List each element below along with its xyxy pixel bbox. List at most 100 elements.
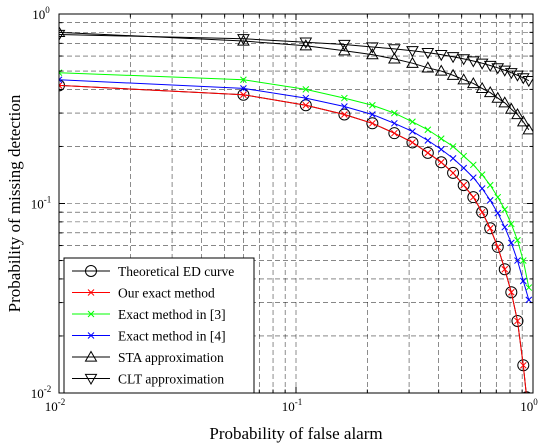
data-point bbox=[59, 25, 66, 37]
data-point bbox=[338, 108, 351, 121]
marker-stroke bbox=[525, 284, 533, 291]
marker-stroke bbox=[460, 152, 468, 160]
marker-stroke bbox=[390, 129, 398, 137]
x-tick-label: 100 bbox=[520, 397, 538, 414]
data-point bbox=[514, 236, 521, 244]
marker-stroke bbox=[369, 111, 376, 118]
data-point bbox=[446, 52, 460, 64]
marker-stroke bbox=[390, 119, 398, 127]
marker-stroke bbox=[424, 149, 432, 157]
series-4 bbox=[59, 25, 533, 135]
legend-marker bbox=[87, 332, 95, 339]
data-point bbox=[505, 286, 518, 299]
marker-stroke bbox=[341, 103, 348, 110]
marker-stroke bbox=[87, 310, 95, 318]
data-point bbox=[467, 191, 480, 204]
data-point bbox=[522, 123, 533, 135]
data-point bbox=[511, 107, 524, 120]
data-point bbox=[421, 146, 434, 159]
data-point bbox=[434, 64, 448, 76]
marker-stroke bbox=[437, 146, 445, 153]
data-point bbox=[475, 58, 489, 70]
data-point bbox=[237, 34, 250, 46]
marker-stroke bbox=[519, 257, 527, 264]
data-point bbox=[491, 91, 505, 103]
legend-entry: Exact method in [4] bbox=[72, 329, 226, 344]
marker-stroke bbox=[240, 85, 247, 92]
data-point bbox=[449, 143, 457, 150]
marker-stroke bbox=[240, 91, 247, 99]
series-2 bbox=[59, 69, 533, 291]
legend-label: Exact method in [4] bbox=[118, 329, 226, 344]
series-5 bbox=[59, 29, 533, 88]
marker-stroke bbox=[240, 76, 247, 84]
data-point bbox=[501, 223, 509, 231]
marker-stroke bbox=[469, 174, 477, 181]
legend-entry: CLT approximation bbox=[72, 372, 224, 387]
marker-stroke bbox=[494, 209, 502, 217]
legend-box bbox=[63, 257, 255, 394]
data-point bbox=[59, 82, 63, 89]
marker-stroke bbox=[302, 101, 310, 109]
legend-marker bbox=[84, 373, 98, 386]
legend-marker bbox=[87, 289, 95, 296]
y-tick-label: 100 bbox=[32, 5, 50, 22]
series-layer bbox=[59, 25, 533, 393]
legend-marker bbox=[85, 265, 97, 277]
data-point bbox=[299, 37, 313, 49]
data-point bbox=[469, 161, 477, 169]
data-point bbox=[519, 257, 527, 264]
data-point bbox=[341, 103, 348, 110]
marker-stroke bbox=[409, 128, 416, 135]
marker-stroke bbox=[424, 137, 432, 144]
marker-stroke bbox=[449, 143, 457, 150]
data-point bbox=[387, 44, 401, 56]
data-point bbox=[516, 115, 530, 127]
marker-stroke bbox=[390, 109, 398, 117]
data-point bbox=[409, 139, 416, 146]
data-point bbox=[457, 54, 471, 66]
data-point bbox=[457, 179, 470, 192]
data-point bbox=[446, 68, 460, 80]
marker-stroke bbox=[501, 265, 509, 273]
marker-stroke bbox=[469, 193, 477, 201]
data-point bbox=[437, 158, 445, 166]
data-point bbox=[507, 288, 515, 296]
x-axis-label: Probability of false alarm bbox=[209, 424, 382, 443]
marker-stroke bbox=[469, 161, 477, 169]
data-point bbox=[466, 56, 480, 68]
marker-stroke bbox=[449, 169, 457, 177]
data-point bbox=[299, 39, 313, 51]
marker-stroke bbox=[519, 277, 527, 285]
data-point bbox=[522, 76, 533, 88]
data-point bbox=[460, 181, 468, 189]
data-point bbox=[494, 193, 502, 201]
data-point bbox=[457, 73, 471, 85]
series-line bbox=[59, 84, 527, 393]
data-point bbox=[484, 222, 497, 235]
marker-stroke bbox=[494, 193, 502, 201]
data-point bbox=[388, 127, 401, 140]
series-1 bbox=[59, 82, 527, 393]
data-point bbox=[449, 155, 457, 162]
data-point bbox=[338, 44, 351, 56]
marker-stroke bbox=[341, 111, 348, 118]
legend: Theoretical ED curve Our exact method Exac… bbox=[63, 257, 255, 394]
legend-label: Theoretical ED curve bbox=[118, 264, 234, 279]
marker-stroke bbox=[369, 119, 376, 127]
data-point bbox=[387, 52, 401, 64]
data-point bbox=[460, 164, 468, 172]
legend-label: Exact method in [3] bbox=[118, 307, 226, 322]
marker-stroke bbox=[486, 196, 494, 204]
legend-marker bbox=[87, 310, 95, 318]
data-point bbox=[501, 265, 509, 273]
data-point bbox=[525, 296, 533, 304]
data-point bbox=[434, 50, 448, 62]
marker-stroke bbox=[514, 236, 521, 244]
marker-stroke bbox=[460, 164, 468, 172]
data-point bbox=[476, 206, 489, 219]
marker-stroke bbox=[437, 135, 445, 142]
data-point bbox=[478, 185, 486, 192]
data-point bbox=[435, 156, 448, 169]
